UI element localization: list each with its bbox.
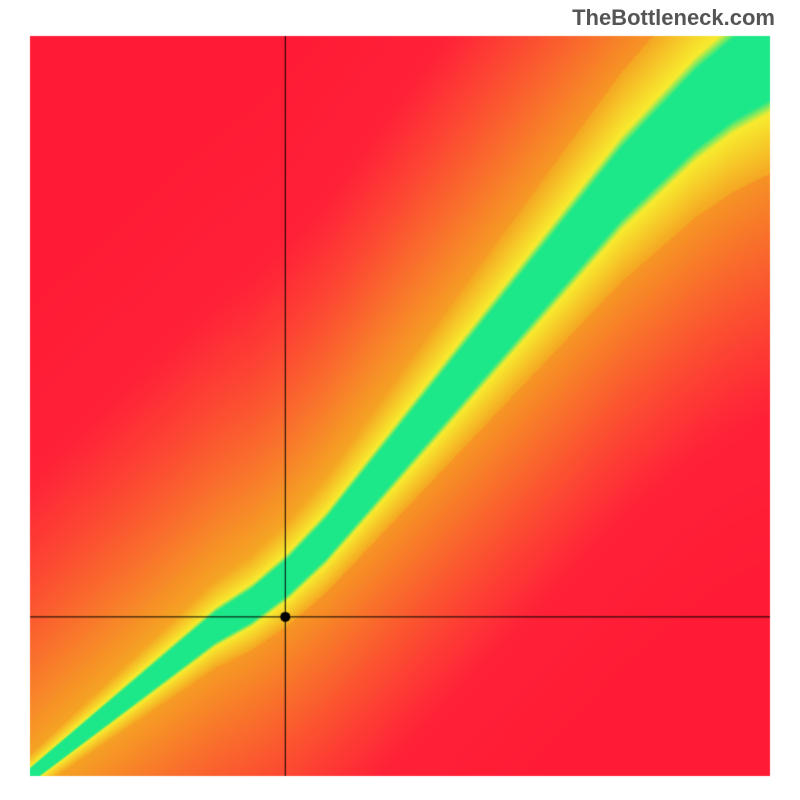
chart-container: TheBottleneck.com <box>0 0 800 800</box>
watermark-text: TheBottleneck.com <box>572 5 775 31</box>
bottleneck-heatmap <box>0 0 800 800</box>
